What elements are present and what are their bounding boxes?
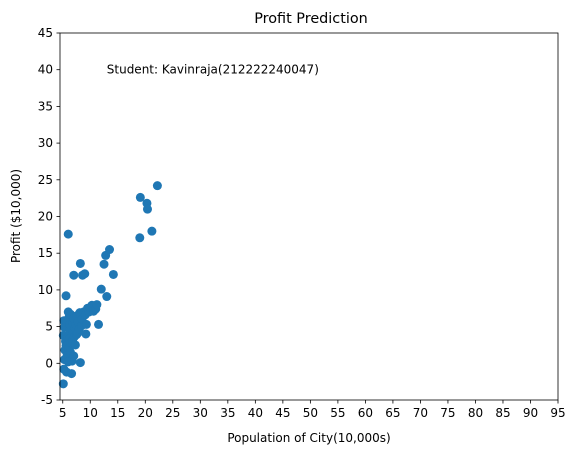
y-tick-label: 15: [38, 246, 53, 260]
x-tick-label: 60: [358, 406, 373, 420]
data-point: [75, 258, 85, 268]
x-tick-label: 95: [550, 406, 565, 420]
y-tick-label: 0: [45, 356, 53, 370]
data-point: [102, 292, 112, 302]
ticks-layer: 5 10 15 20 25 30 35 40 45 50 55 60 65 70 75 80 85 90 95 -5 0…: [38, 26, 566, 420]
x-tick-label: 35: [220, 406, 235, 420]
data-point: [105, 245, 115, 255]
data-point: [96, 284, 106, 294]
x-tick-label: 65: [385, 406, 400, 420]
x-tick-label: 20: [138, 406, 153, 420]
data-point: [135, 233, 145, 243]
data-point: [69, 270, 79, 280]
x-tick-label: 50: [303, 406, 318, 420]
y-axis-label: Profit ($10,000): [9, 169, 23, 263]
x-tick-label: 75: [440, 406, 455, 420]
x-tick-label: 30: [193, 406, 208, 420]
y-tick-label: 25: [38, 173, 53, 187]
data-point: [99, 259, 109, 269]
x-tick-label: 10: [83, 406, 98, 420]
y-tick-label: 10: [38, 283, 53, 297]
data-point: [61, 291, 71, 301]
x-tick-label: 80: [468, 406, 483, 420]
points-layer: [58, 181, 162, 389]
x-tick-label: 15: [110, 406, 125, 420]
data-point: [92, 300, 102, 310]
y-tick-label: 45: [38, 26, 53, 40]
data-point: [80, 269, 90, 279]
x-tick-label: 70: [413, 406, 428, 420]
x-tick-label: 25: [165, 406, 180, 420]
data-point: [69, 351, 79, 361]
data-point: [70, 340, 80, 350]
data-point: [63, 229, 73, 239]
x-tick-label: 45: [275, 406, 290, 420]
data-point: [94, 319, 104, 329]
data-point: [147, 226, 157, 236]
annotation-student: Student: Kavinraja(212222240047): [107, 63, 319, 77]
plot-frame: [59, 32, 559, 401]
x-axis-label: Population of City(10,000s): [227, 431, 390, 445]
data-point: [152, 181, 162, 191]
data-point: [135, 192, 145, 202]
y-tick-label: 30: [38, 136, 53, 150]
y-tick-label: 5: [45, 320, 53, 334]
data-point: [81, 329, 91, 339]
y-tick-label: 20: [38, 210, 53, 224]
y-tick-label: 40: [38, 63, 53, 77]
data-point: [108, 269, 118, 279]
y-tick-label: -5: [41, 393, 53, 407]
chart-title: Profit Prediction: [254, 11, 368, 27]
data-point: [67, 369, 77, 379]
data-point: [81, 319, 91, 329]
data-point: [58, 379, 68, 389]
y-tick-label: 35: [38, 99, 53, 113]
x-tick-label: 5: [59, 406, 67, 420]
data-point: [142, 204, 152, 214]
x-tick-label: 90: [523, 406, 538, 420]
x-tick-label: 40: [248, 406, 263, 420]
x-tick-label: 55: [330, 406, 345, 420]
x-tick-label: 85: [495, 406, 510, 420]
data-point: [75, 358, 85, 368]
